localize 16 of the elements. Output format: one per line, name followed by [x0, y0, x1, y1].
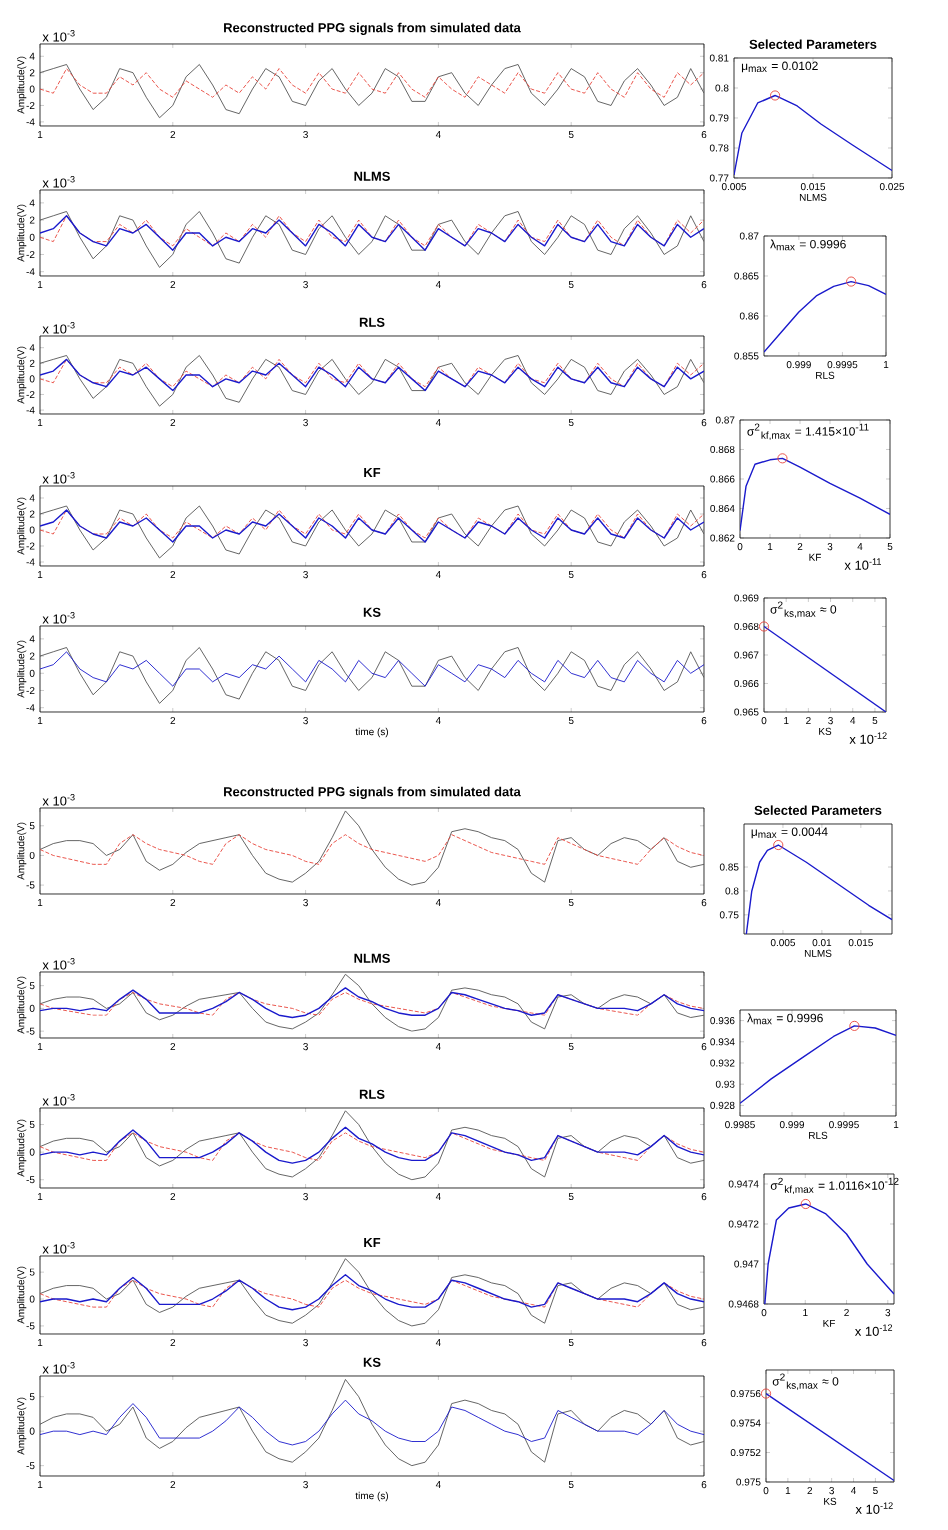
- line-series: [40, 211, 704, 268]
- line-series: [745, 844, 893, 934]
- line-series: [40, 1110, 704, 1181]
- line-series: [40, 1132, 704, 1161]
- line-series: [40, 647, 704, 704]
- line-series: [764, 280, 887, 353]
- line-series: [40, 355, 704, 407]
- line-series: [40, 68, 704, 98]
- line-series: [40, 505, 704, 559]
- line-series: [40, 973, 704, 1032]
- line-series: [740, 1025, 897, 1104]
- line-series: [40, 834, 704, 865]
- line-series: [40, 651, 704, 687]
- line-series: [764, 1203, 895, 1304]
- line-series: [734, 94, 893, 176]
- line-series: [40, 64, 704, 119]
